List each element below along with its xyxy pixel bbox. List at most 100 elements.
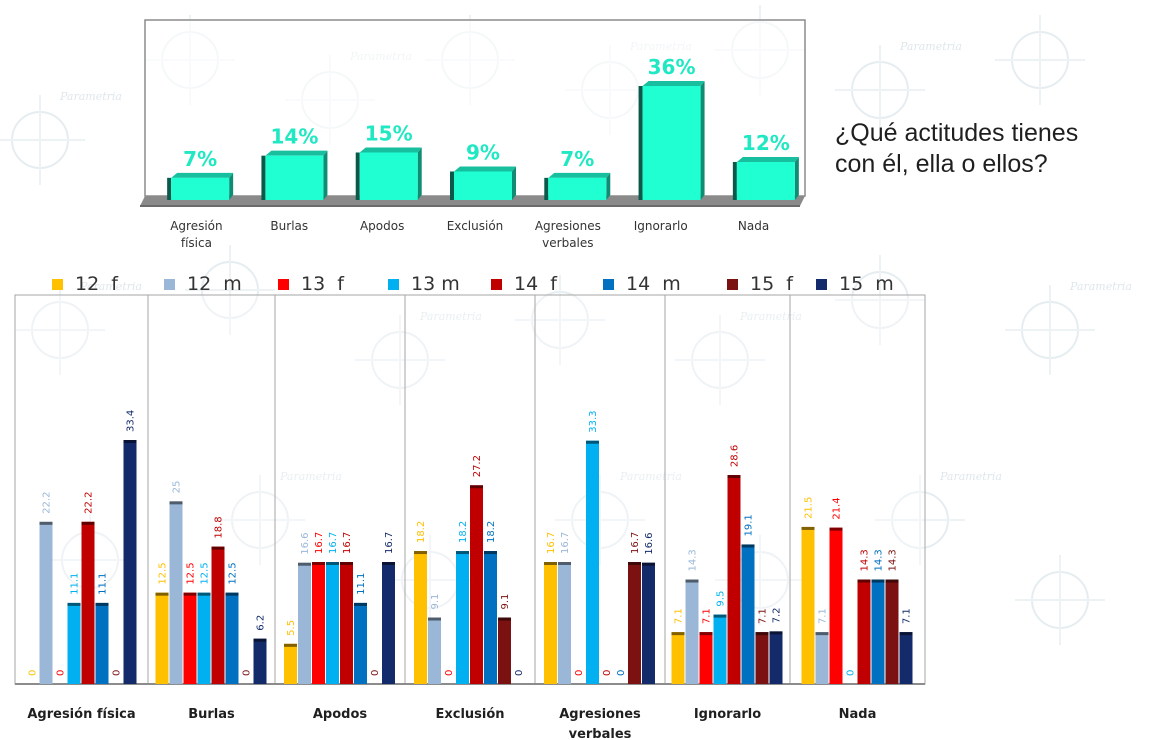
data-bar [284, 643, 297, 684]
data-bar [755, 632, 769, 684]
data-label: 16.7 [630, 532, 641, 554]
legend-item-14m: 14 m [603, 270, 681, 298]
legend-swatch [603, 278, 614, 290]
data-label: 0 [616, 670, 627, 676]
legend-item-12f: 12 f [52, 270, 118, 298]
data-bar-top [155, 592, 169, 596]
data-bar [829, 527, 843, 684]
legend-swatch [388, 278, 399, 290]
data-bar-top [169, 501, 183, 505]
bar-top [454, 166, 516, 172]
data-bar [769, 631, 783, 684]
data-label: 18.2 [486, 521, 497, 543]
data-bar-top [871, 579, 885, 583]
data-bar-top [81, 521, 95, 525]
summary-bar [548, 177, 607, 200]
bar-side [700, 81, 705, 200]
data-label: 7.1 [674, 608, 685, 624]
data-label: 11.1 [70, 573, 81, 595]
legend-label: 14 f [514, 273, 557, 295]
data-bar-top [671, 632, 685, 636]
data-label: 0 [514, 670, 525, 676]
chart-legend: 12 f 12 m 13 f 13 m 14 f 14 m 15 f 15 m [30, 270, 910, 298]
data-label: 16.7 [546, 532, 557, 554]
data-label: 14.3 [860, 549, 871, 571]
data-label: 0 [242, 670, 253, 676]
data-bar-top [382, 562, 395, 565]
summary-bar-label: 36% [648, 55, 696, 79]
legend-label: 12 m [187, 273, 242, 295]
data-bar-top [197, 592, 211, 596]
data-label: 18.2 [458, 521, 469, 543]
data-bar-top [67, 602, 81, 606]
summary-bar [736, 162, 795, 200]
data-label: 18.8 [214, 516, 225, 538]
data-bar [857, 579, 871, 684]
data-label: 0 [574, 670, 585, 676]
data-bar-top [685, 579, 699, 583]
data-bar-top [123, 440, 137, 443]
data-bar-top [470, 485, 483, 489]
data-bar [899, 632, 913, 684]
data-label: 28.6 [730, 445, 741, 467]
data-bar-top [414, 551, 427, 555]
data-bar [414, 551, 427, 684]
question-line-1: ¿Qué actitudes tienes [835, 119, 1079, 147]
bar-side [512, 166, 516, 200]
data-label: 0 [28, 670, 39, 676]
watermark-text: Parametria [939, 470, 1002, 483]
data-label: 22.2 [84, 492, 95, 514]
legend-item-12m: 12 m [164, 270, 242, 298]
data-bar [470, 485, 483, 684]
summary-bar [265, 155, 324, 200]
data-bar-top [211, 546, 225, 550]
data-bar [312, 562, 325, 684]
data-bar-top [727, 475, 741, 479]
data-label: 16.7 [328, 532, 339, 554]
data-bar-top [340, 562, 353, 565]
data-bar-top [354, 602, 367, 606]
category-label: Ignorarlo [694, 707, 761, 722]
category-label: física [181, 236, 212, 250]
data-label: 11.1 [356, 573, 367, 595]
data-bar [713, 614, 727, 684]
data-label: 7.2 [772, 607, 783, 623]
data-label: 0 [846, 670, 857, 676]
data-bar-top [498, 617, 511, 621]
data-label: 16.6 [644, 532, 655, 554]
data-label: 14.3 [874, 549, 885, 571]
data-bar [183, 592, 197, 684]
legend-item-13f: 13 f [278, 270, 344, 298]
summary-bar-label: 14% [270, 125, 318, 149]
data-bar [298, 562, 311, 684]
data-label: 14.3 [688, 549, 699, 571]
data-label: 12.5 [186, 562, 197, 584]
watermark-text: Parametria [419, 310, 482, 323]
data-bar-top [326, 562, 339, 565]
data-bar [428, 617, 441, 684]
data-label: 19.1 [744, 514, 755, 536]
legend-swatch [491, 278, 502, 290]
data-bar-top [225, 592, 239, 596]
bar-side [229, 172, 234, 200]
data-label: 7.1 [902, 608, 913, 624]
data-bar-top [713, 614, 727, 618]
data-bar [81, 521, 95, 684]
data-bar [197, 592, 211, 684]
data-bar-top [183, 592, 197, 596]
category-label: Burlas [270, 219, 308, 233]
data-bar-top [95, 602, 109, 606]
data-bar-top [298, 562, 311, 566]
data-bar [885, 579, 899, 684]
data-bar-top [484, 551, 497, 555]
data-bar [671, 632, 685, 684]
data-bar-top [456, 551, 469, 555]
data-bar [169, 501, 183, 684]
data-bar-top [428, 617, 441, 621]
watermark-text: Parametria [619, 470, 682, 483]
data-bar-top [769, 631, 783, 635]
category-label: Apodos [313, 707, 368, 722]
data-bar-top [755, 632, 769, 636]
category-label: Agresiones [559, 707, 641, 722]
